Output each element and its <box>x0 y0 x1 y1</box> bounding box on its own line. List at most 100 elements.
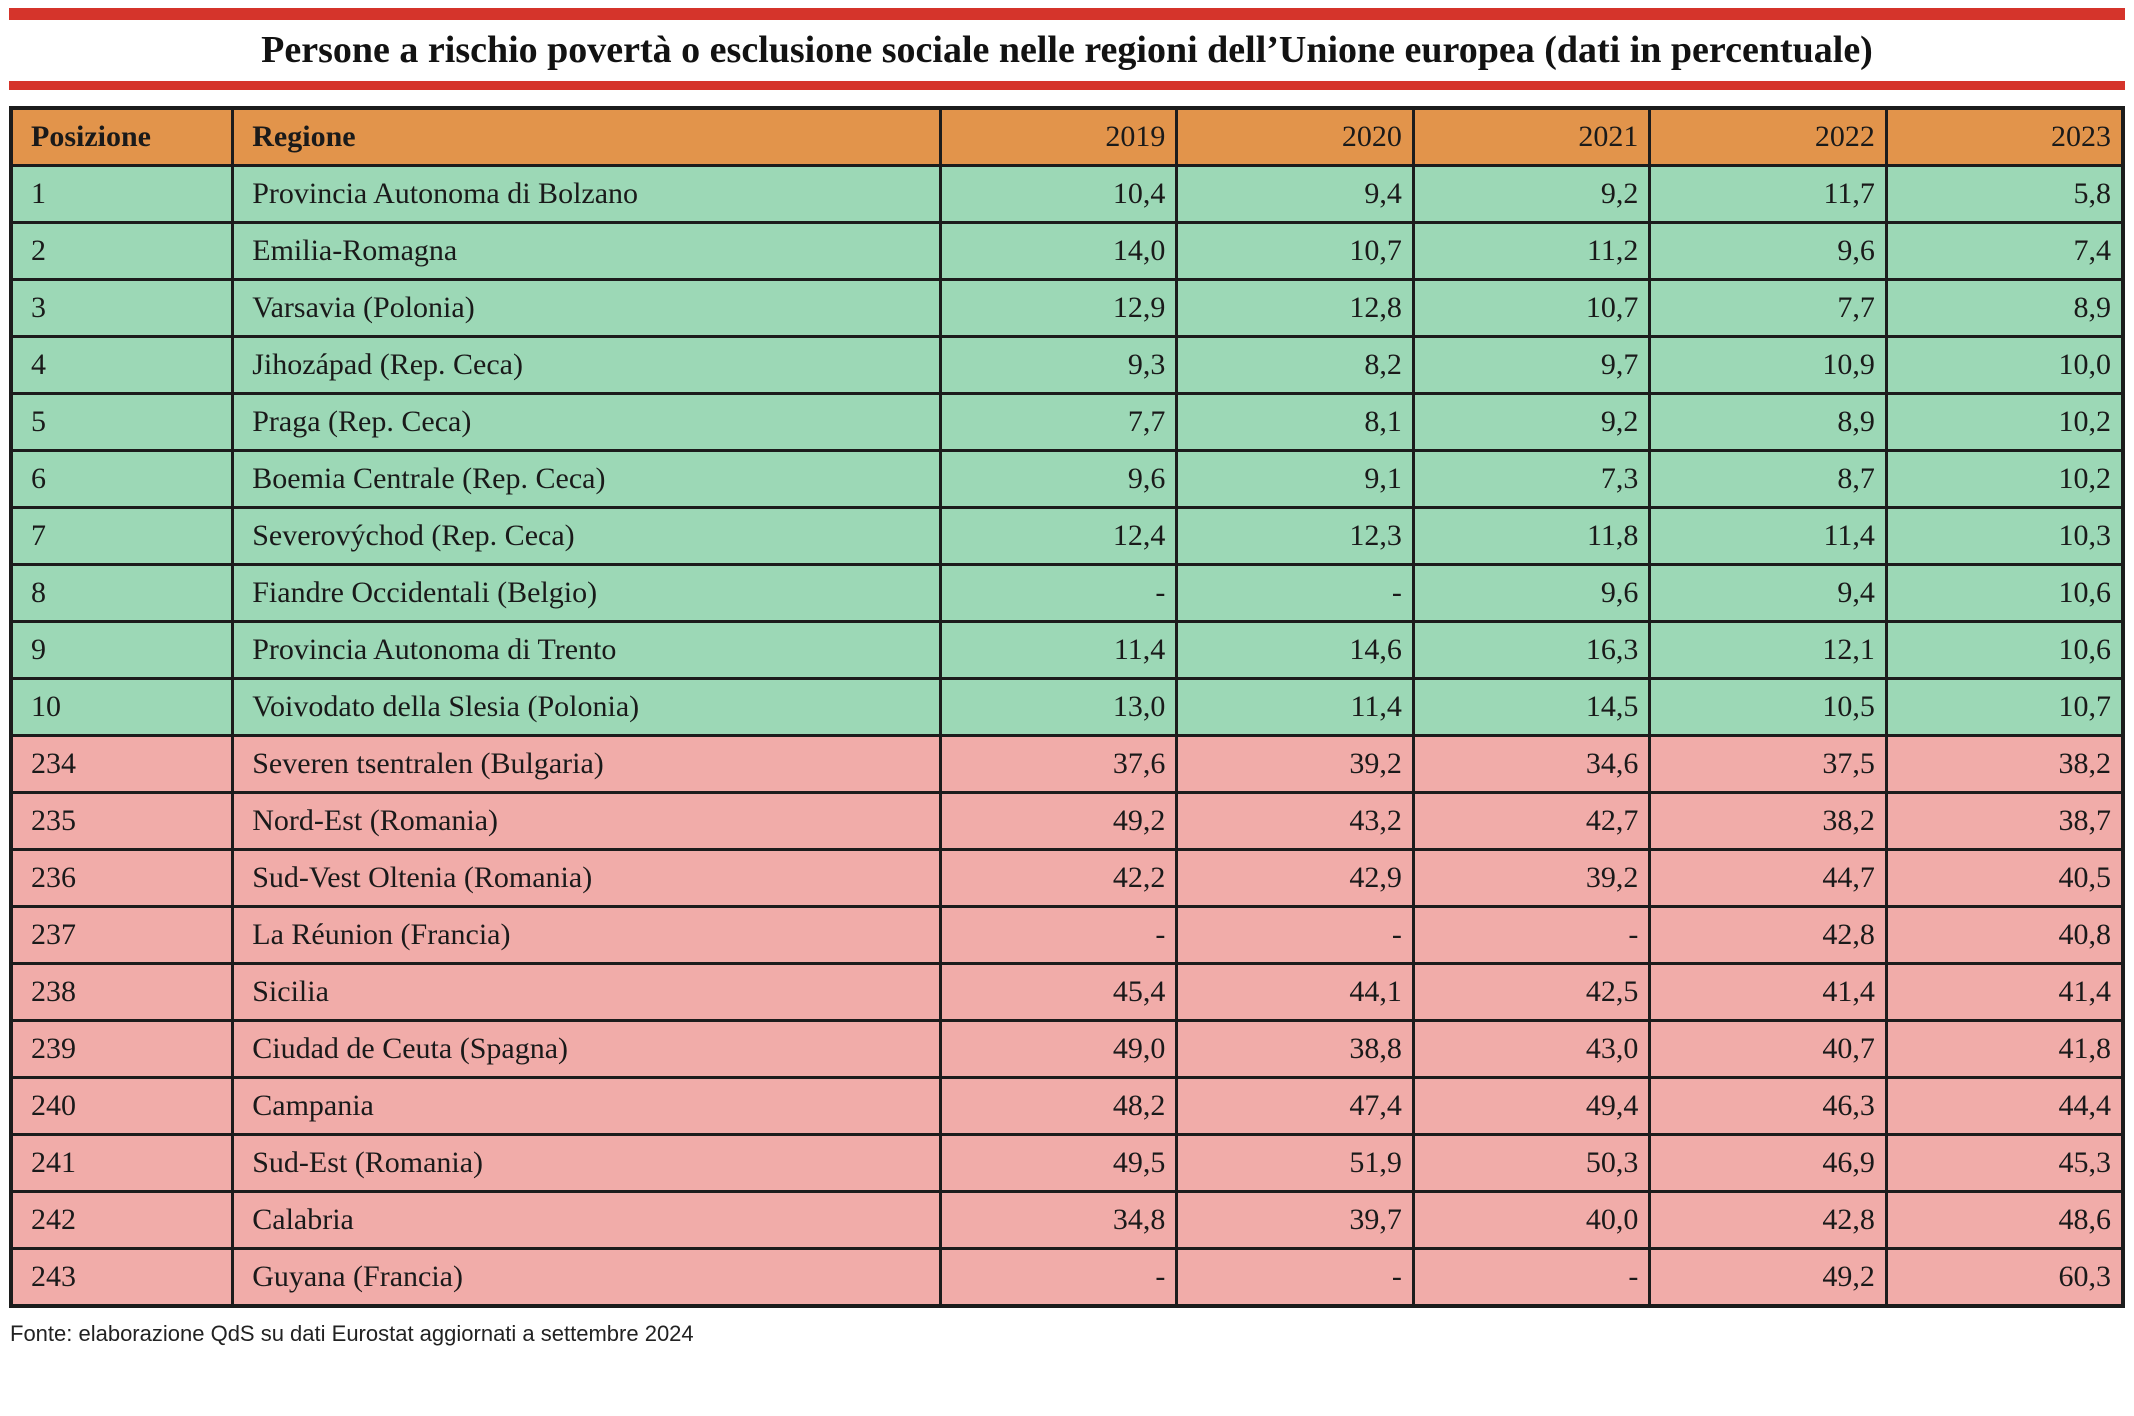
cell-value-2019: 14,0 <box>938 221 1179 281</box>
cell-value-2021: 39,2 <box>1411 848 1652 908</box>
table-row: 6 Boemia Centrale (Rep. Ceca) 9,6 9,1 7,3 8,7… <box>9 449 2125 509</box>
cell-value-2019: 49,2 <box>938 791 1179 851</box>
cell-value-2022: 11,7 <box>1648 164 1888 224</box>
cell-posizione: 9 <box>9 620 235 680</box>
cell-value-2022: 10,9 <box>1648 335 1888 395</box>
cell-value-2023: 10,2 <box>1884 392 2125 452</box>
cell-value-2022: 42,8 <box>1648 1190 1888 1250</box>
cell-posizione: 237 <box>9 905 235 965</box>
table-row: 243 Guyana (Francia) - - -49,2 60,3 <box>9 1247 2125 1308</box>
cell-value-2022: 7,7 <box>1648 278 1888 338</box>
cell-value-2023: 60,3 <box>1884 1247 2125 1308</box>
cell-regione: Sud-Vest Oltenia (Romania) <box>231 848 942 908</box>
cell-value-2021: 11,2 <box>1411 221 1652 281</box>
cell-value-2023: 10,6 <box>1884 563 2125 623</box>
cell-posizione: 239 <box>9 1019 235 1079</box>
cell-regione: Jihozápad (Rep. Ceca) <box>231 335 942 395</box>
source-note: Fonte: elaborazione QdS su dati Eurostat… <box>10 1321 694 1346</box>
cell-regione: Ciudad de Ceuta (Spagna) <box>231 1019 942 1079</box>
cell-posizione: 6 <box>9 449 235 509</box>
table-row: 7 Severovýchod (Rep. Ceca) 12,4 12,3 11,8 11,… <box>9 506 2125 566</box>
table-row: 9 Provincia Autonoma di Trento 11,4 14,6 16,… <box>9 620 2125 680</box>
cell-value-2022: 12,1 <box>1648 620 1888 680</box>
poverty-risk-table: Posizione Regione 2019 2020 2021 2022 2023 1 Pr… <box>9 106 2125 1308</box>
table-row: 235 Nord-Est (Romania) 49,2 43,2 42,7 38,2 38,… <box>9 791 2125 851</box>
cell-value-2019: 9,3 <box>938 335 1179 395</box>
cell-value-2022: 38,2 <box>1648 791 1888 851</box>
title-bottom-red-rule <box>9 81 2125 90</box>
cell-value-2019: - <box>938 905 1179 965</box>
cell-posizione: 2 <box>9 221 235 281</box>
cell-regione: Sud-Est (Romania) <box>231 1133 942 1193</box>
cell-value-2023: 41,8 <box>1884 1019 2125 1079</box>
column-header-2020: 2020 <box>1175 106 1415 167</box>
cell-value-2019: 12,9 <box>938 278 1179 338</box>
table-row: 238 Sicilia 45,4 44,1 42,5 41,4 41,4 <box>9 962 2125 1022</box>
cell-regione: Nord-Est (Romania) <box>231 791 942 851</box>
cell-value-2020: 42,9 <box>1175 848 1415 908</box>
cell-regione: Campania <box>231 1076 942 1136</box>
column-header-2019: 2019 <box>938 106 1179 167</box>
cell-value-2019: 10,4 <box>938 164 1179 224</box>
cell-value-2021: 14,5 <box>1411 677 1652 737</box>
cell-value-2021: 42,7 <box>1411 791 1652 851</box>
cell-posizione: 8 <box>9 563 235 623</box>
cell-value-2020: 12,3 <box>1175 506 1415 566</box>
cell-value-2021: 11,8 <box>1411 506 1652 566</box>
cell-value-2021: 10,7 <box>1411 278 1652 338</box>
table-row: 237 La Réunion (Francia) - - -42,8 40,8 <box>9 905 2125 965</box>
cell-value-2020: 47,4 <box>1175 1076 1415 1136</box>
column-header-regione: Regione <box>231 106 942 167</box>
cell-value-2021: 16,3 <box>1411 620 1652 680</box>
cell-regione: Provincia Autonoma di Bolzano <box>231 164 942 224</box>
cell-value-2023: 10,3 <box>1884 506 2125 566</box>
cell-regione: Guyana (Francia) <box>231 1247 942 1308</box>
cell-value-2022: 41,4 <box>1648 962 1888 1022</box>
cell-value-2020: 44,1 <box>1175 962 1415 1022</box>
cell-value-2020: - <box>1175 1247 1415 1308</box>
cell-posizione: 234 <box>9 734 235 794</box>
cell-value-2019: 37,6 <box>938 734 1179 794</box>
cell-regione: Voivodato della Slesia (Polonia) <box>231 677 942 737</box>
cell-value-2019: 11,4 <box>938 620 1179 680</box>
table-row: 5 Praga (Rep. Ceca) 7,7 8,1 9,2 8,9 10,2 <box>9 392 2125 452</box>
table-row: 239 Ciudad de Ceuta (Spagna) 49,0 38,8 43,0 4… <box>9 1019 2125 1079</box>
cell-value-2023: 10,6 <box>1884 620 2125 680</box>
cell-value-2019: 49,0 <box>938 1019 1179 1079</box>
cell-value-2021: 9,6 <box>1411 563 1652 623</box>
cell-value-2023: 44,4 <box>1884 1076 2125 1136</box>
cell-value-2022: 11,4 <box>1648 506 1888 566</box>
cell-value-2022: 8,9 <box>1648 392 1888 452</box>
cell-posizione: 1 <box>9 164 235 224</box>
cell-value-2020: 8,2 <box>1175 335 1415 395</box>
cell-regione: Severen tsentralen (Bulgaria) <box>231 734 942 794</box>
column-header-2021: 2021 <box>1411 106 1652 167</box>
cell-regione: Sicilia <box>231 962 942 1022</box>
table-row: 241 Sud-Est (Romania) 49,5 51,9 50,3 46,9 45,3 <box>9 1133 2125 1193</box>
cell-value-2020: - <box>1175 905 1415 965</box>
cell-value-2020: 10,7 <box>1175 221 1415 281</box>
cell-value-2022: 42,8 <box>1648 905 1888 965</box>
column-header-posizione: Posizione <box>9 106 235 167</box>
table-body: 1 Provincia Autonoma di Bolzano 10,4 9,4 9,2… <box>9 164 2125 1308</box>
cell-value-2020: 51,9 <box>1175 1133 1415 1193</box>
cell-value-2019: 12,4 <box>938 506 1179 566</box>
cell-value-2020: 9,1 <box>1175 449 1415 509</box>
table-row: 1 Provincia Autonoma di Bolzano 10,4 9,4 9,2… <box>9 164 2125 224</box>
cell-value-2021: 43,0 <box>1411 1019 1652 1079</box>
cell-value-2019: 13,0 <box>938 677 1179 737</box>
cell-posizione: 10 <box>9 677 235 737</box>
cell-value-2019: 42,2 <box>938 848 1179 908</box>
cell-posizione: 5 <box>9 392 235 452</box>
table-row: 234 Severen tsentralen (Bulgaria) 37,6 39,2… <box>9 734 2125 794</box>
top-red-rule <box>9 8 2125 20</box>
cell-value-2023: 48,6 <box>1884 1190 2125 1250</box>
cell-posizione: 238 <box>9 962 235 1022</box>
cell-posizione: 236 <box>9 848 235 908</box>
cell-value-2021: 50,3 <box>1411 1133 1652 1193</box>
cell-value-2020: 12,8 <box>1175 278 1415 338</box>
cell-value-2020: 8,1 <box>1175 392 1415 452</box>
table-row: 242 Calabria 34,8 39,7 40,0 42,8 48,6 <box>9 1190 2125 1250</box>
cell-value-2020: 39,2 <box>1175 734 1415 794</box>
cell-value-2022: 46,3 <box>1648 1076 1888 1136</box>
